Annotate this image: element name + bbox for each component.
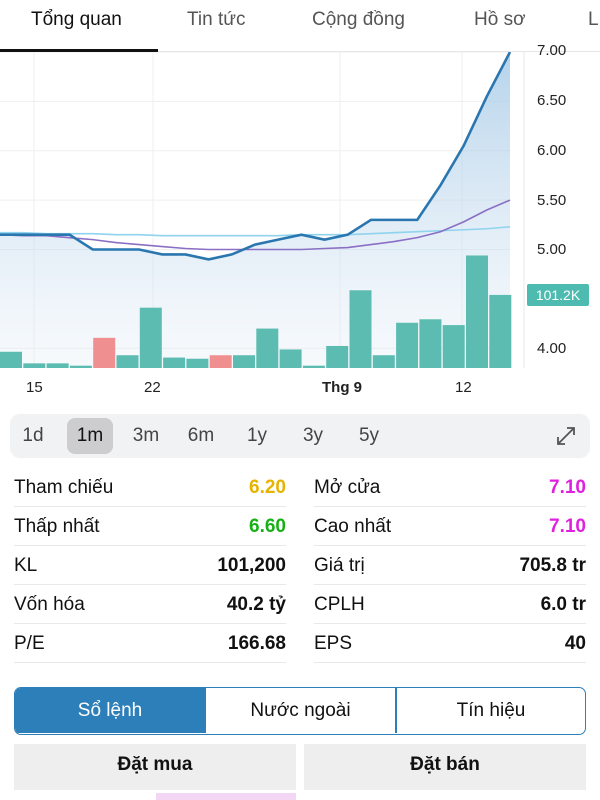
volume-bar: [466, 255, 488, 368]
stat-label: Tham chiếu: [14, 477, 114, 498]
stat-label: Cao nhất: [314, 516, 392, 537]
volume-bar: [489, 294, 512, 368]
tab-tong-quan[interactable]: Tổng quan: [31, 9, 122, 30]
x-tick-label: Thg 9: [322, 379, 362, 396]
volume-bar: [186, 358, 209, 368]
expand-arrows-icon[interactable]: [554, 424, 578, 448]
period-3m[interactable]: 3m: [132, 425, 160, 446]
period-1m[interactable]: 1m: [67, 418, 113, 454]
volume-bar: [349, 290, 372, 368]
ma-slow-line: [0, 225, 511, 237]
y-tick-label: 5.00: [537, 241, 567, 258]
volume-bar: [163, 357, 186, 368]
tab-ho-so[interactable]: Hồ sơ: [474, 9, 526, 30]
stat-value: 705.8 tr: [519, 555, 586, 576]
stat-row: EPS 40: [314, 624, 586, 663]
stat-label: Giá trị: [314, 555, 365, 576]
volume-bar: [302, 365, 325, 368]
stat-label: Mở cửa: [314, 477, 381, 498]
volume-bar: [0, 351, 22, 368]
period-selector: 1d 1m 3m 6m 1y 3y 5y: [10, 414, 590, 458]
stat-row: KL 101,200: [14, 546, 286, 585]
volume-bar: [209, 355, 232, 368]
segment-divider: [204, 688, 206, 733]
volume-bar: [46, 363, 69, 368]
y-tick-label: 6.50: [537, 92, 567, 109]
stat-value: 6.0 tr: [540, 594, 586, 615]
y-tick-label: 7.00: [537, 42, 567, 59]
segment-nuoc-ngoai[interactable]: Nước ngoài: [250, 700, 351, 721]
price-line: [0, 52, 512, 261]
volume-bar: [419, 319, 442, 368]
price-chart[interactable]: 7.00 6.50 6.00 5.50 5.00 4.00 101.2K 15 …: [0, 42, 600, 404]
period-3y[interactable]: 3y: [302, 425, 324, 446]
volume-bar: [233, 355, 255, 368]
stat-label: Thấp nhất: [14, 516, 100, 537]
ma-fast-line: [0, 199, 511, 251]
volume-bar: [139, 307, 162, 368]
tab-tin-tuc[interactable]: Tin tức: [187, 9, 246, 30]
period-6m[interactable]: 6m: [187, 425, 215, 446]
volume-bar: [442, 325, 465, 368]
volume-bar: [279, 349, 302, 368]
volume-bar: [396, 322, 419, 368]
y-tick-label: 5.50: [537, 192, 567, 209]
segment-so-lenh[interactable]: Sổ lệnh: [15, 688, 205, 733]
stat-row: P/E 166.68: [14, 624, 286, 663]
volume-bar: [256, 328, 279, 368]
stat-value: 6.60: [249, 516, 286, 537]
active-tab-indicator: [0, 49, 158, 52]
segmented-control: Sổ lệnh Nước ngoài Tín hiệu: [14, 687, 586, 735]
volume-bar: [69, 365, 92, 368]
volume-bar: [23, 363, 46, 368]
stat-value: 7.10: [549, 477, 586, 498]
stat-value: 166.68: [227, 633, 286, 654]
buy-button[interactable]: Đặt mua: [14, 744, 296, 790]
segment-tin-hieu[interactable]: Tín hiệu: [456, 700, 526, 721]
stat-value: 40: [564, 633, 586, 654]
y-tick-label: 6.00: [537, 142, 567, 159]
segment-divider: [395, 688, 397, 733]
stat-label: CPLH: [314, 594, 365, 615]
stat-value: 6.20: [249, 477, 286, 498]
price-chart-svg: [0, 52, 525, 368]
period-1y[interactable]: 1y: [246, 425, 268, 446]
price-area: [0, 52, 510, 368]
stat-row: CPLH 6.0 tr: [314, 585, 586, 624]
tab-cong-dong[interactable]: Cộng đồng: [312, 9, 405, 30]
volume-bar: [372, 355, 395, 368]
stat-row: Vốn hóa 40.2 tỷ: [14, 585, 286, 624]
stat-value: 101,200: [217, 555, 286, 576]
period-1d[interactable]: 1d: [22, 425, 44, 446]
volume-bar: [116, 355, 139, 368]
stat-row: Mở cửa 7.10: [314, 468, 586, 507]
stat-row: Cao nhất 7.10: [314, 507, 586, 546]
y-tick-label: 4.00: [537, 340, 567, 357]
stat-value: 7.10: [549, 516, 586, 537]
volume-badge: 101.2K: [527, 284, 589, 306]
stat-label: KL: [14, 555, 38, 576]
sell-button[interactable]: Đặt bán: [304, 744, 586, 790]
stat-label: Vốn hóa: [14, 594, 85, 615]
x-tick-label: 15: [26, 379, 43, 396]
stat-label: EPS: [314, 633, 353, 654]
bottom-highlight-strip: [156, 793, 296, 800]
stat-row: Tham chiếu 6.20: [14, 468, 286, 507]
x-tick-label: 12: [455, 379, 472, 396]
tab-more[interactable]: L: [588, 9, 599, 30]
stat-value: 40.2 tỷ: [226, 594, 286, 615]
top-tab-bar: Tổng quan Tin tức Cộng đồng Hồ sơ L: [0, 0, 600, 52]
stat-label: P/E: [14, 633, 45, 654]
stat-row: Giá trị 705.8 tr: [314, 546, 586, 585]
period-5y[interactable]: 5y: [358, 425, 380, 446]
x-tick-label: 22: [144, 379, 161, 396]
stat-row: Thấp nhất 6.60: [14, 507, 286, 546]
volume-bar: [326, 345, 349, 368]
volume-bar: [93, 337, 116, 368]
